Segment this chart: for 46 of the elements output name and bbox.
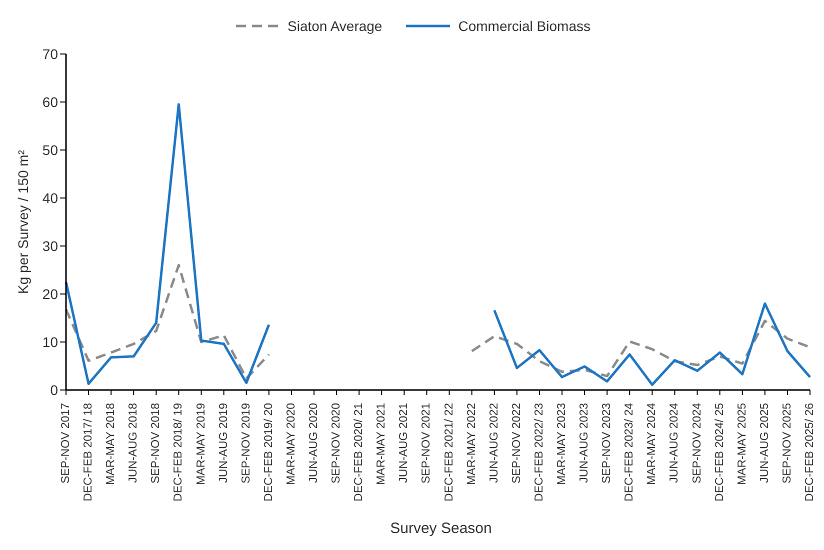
x-tick-label: SEP-NOV 2018 bbox=[150, 403, 162, 484]
y-tick-label: 30 bbox=[42, 238, 58, 254]
x-tick-label: SEP-NOV 2019 bbox=[240, 403, 252, 484]
x-tick-label: MAR-MAY 2023 bbox=[556, 403, 568, 486]
y-tick-label: 60 bbox=[42, 94, 58, 110]
x-tick-label: MAR-MAY 2019 bbox=[195, 403, 208, 486]
x-tick-label: JUN-AUG 2025 bbox=[758, 403, 771, 483]
y-tick-label: 20 bbox=[42, 286, 58, 302]
x-axis-title: Survey Season bbox=[389, 520, 493, 537]
x-tick-label: MAR-MAY 2020 bbox=[285, 403, 298, 486]
x-tick-label: DEC-FEB 2018/ 19 bbox=[172, 403, 185, 502]
x-tick-label: MAR-MAY 2025 bbox=[736, 403, 748, 486]
x-tick-label: DEC-FEB 2021/ 22 bbox=[443, 403, 456, 502]
x-tick-label: SEP-NOV 2021 bbox=[420, 403, 433, 484]
x-tick-label: MAR-MAY 2021 bbox=[376, 403, 388, 486]
legend-label: Siaton Average bbox=[286, 18, 382, 34]
legend-label: Commercial Biomass bbox=[457, 18, 590, 34]
x-tick-label: MAR-MAY 2024 bbox=[646, 402, 658, 486]
x-tick-label: JUN-AUG 2023 bbox=[578, 403, 591, 483]
x-tick-label: JUN-AUG 2021 bbox=[398, 403, 410, 483]
y-tick-label: 40 bbox=[42, 190, 58, 206]
x-tick-label: JUN-AUG 2019 bbox=[218, 403, 230, 483]
y-tick-label: 10 bbox=[42, 334, 58, 350]
x-tick-label: DEC-FEB 2024/ 25 bbox=[714, 403, 726, 502]
x-tick-label: SEP-NOV 2022 bbox=[510, 403, 523, 484]
x-tick-label: DEC-FEB 2023/ 24 bbox=[624, 402, 636, 502]
x-tick-label: DEC-FEB 2020/ 21 bbox=[353, 403, 366, 502]
x-tick-label: JUN-AUG 2018 bbox=[128, 403, 140, 483]
x-tick-label: SEP-NOV 2017 bbox=[60, 403, 72, 484]
x-tick-label: MAR-MAY 2018 bbox=[105, 403, 118, 486]
x-tick-label: SEP-NOV 2020 bbox=[330, 403, 343, 484]
x-tick-label: SEP-NOV 2025 bbox=[781, 403, 794, 484]
x-tick-label: DEC-FEB 2025/ 26 bbox=[804, 403, 816, 502]
x-tick-label: JUN-AUG 2022 bbox=[488, 403, 500, 483]
x-tick-label: JUN-AUG 2020 bbox=[308, 403, 320, 483]
x-tick-label: DEC-FEB 2019/ 20 bbox=[262, 403, 275, 502]
x-tick-label: SEP-NOV 2023 bbox=[601, 403, 614, 484]
x-tick-label: MAR-MAY 2022 bbox=[466, 403, 478, 486]
x-tick-label: JUN-AUG 2024 bbox=[668, 402, 681, 483]
y-tick-label: 0 bbox=[50, 382, 58, 398]
y-axis-title: Kg per Survey / 150 m² bbox=[15, 150, 31, 294]
y-tick-label: 70 bbox=[42, 46, 58, 62]
x-tick-label: SEP-NOV 2024 bbox=[691, 402, 704, 484]
y-tick-label: 50 bbox=[42, 142, 58, 158]
x-tick-label: DEC-FEB 2017/ 18 bbox=[82, 403, 95, 502]
x-tick-label: DEC-FEB 2022/ 23 bbox=[533, 403, 546, 502]
